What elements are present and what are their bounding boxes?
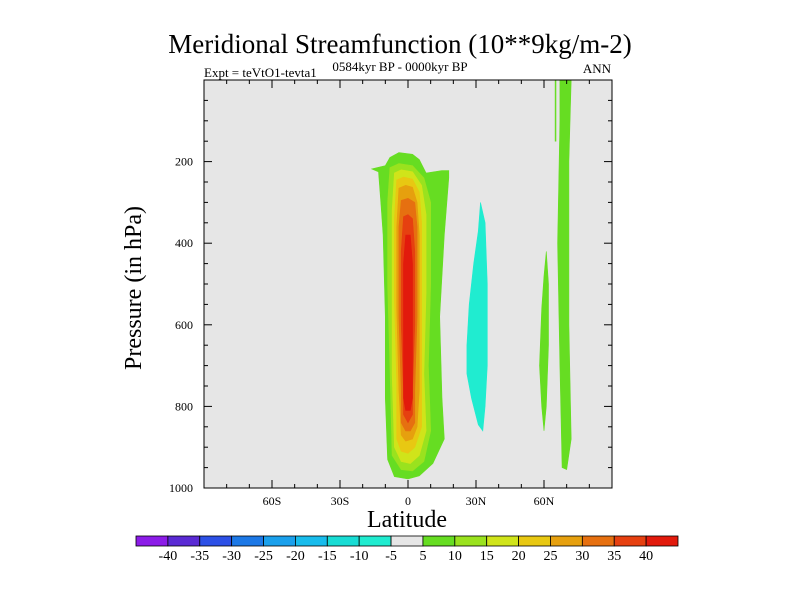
x-tick-label: 30N xyxy=(466,494,487,508)
colorbar-label: -35 xyxy=(190,549,209,564)
colorbar-label: 30 xyxy=(575,549,589,564)
y-axis-label: Pressure (in hPa) xyxy=(121,206,147,370)
colorbar-label: -20 xyxy=(286,549,305,564)
colorbar-box xyxy=(454,535,488,547)
colorbar-box xyxy=(613,535,647,547)
colorbar-label: -40 xyxy=(159,549,178,564)
y-tick-label: 200 xyxy=(175,155,193,169)
subtitle-right: ANN xyxy=(583,61,612,76)
colorbar-box xyxy=(550,535,583,547)
x-tick-label: 60N xyxy=(534,494,555,508)
colorbar-box xyxy=(358,535,392,547)
chart-title: Meridional Streamfunction (10**9kg/m-2) xyxy=(168,29,631,59)
contour-layer xyxy=(370,79,572,480)
colorbar-box xyxy=(518,535,551,547)
colorbar-box xyxy=(199,535,233,547)
colorbar-box xyxy=(422,535,456,547)
colorbar-box xyxy=(263,535,296,547)
colorbar-box xyxy=(167,535,201,547)
colorbar-box xyxy=(231,535,264,547)
colorbar-box xyxy=(390,535,424,547)
colorbar-box xyxy=(486,535,519,547)
colorbar: -40 -35 -30 -25 -20 -15 -10 -5 5 10 15 20 25 30 35 40 xyxy=(135,535,679,564)
colorbar-box xyxy=(135,535,169,547)
colorbar-box xyxy=(581,535,615,547)
x-tick-label: 60S xyxy=(263,494,282,508)
colorbar-label: -30 xyxy=(222,549,241,564)
colorbar-label: 15 xyxy=(480,549,494,564)
colorbar-box xyxy=(645,535,679,547)
colorbar-label: 40 xyxy=(639,549,653,564)
y-tick-label: 1000 xyxy=(169,481,193,495)
colorbar-label: -5 xyxy=(385,549,397,564)
positive-sliver-60n-level-5 xyxy=(539,251,549,431)
negative-cell-30n-level-neg5 xyxy=(466,202,488,432)
x-tick-label: 30S xyxy=(331,494,350,508)
x-axis-ticks: 60S 30S 0 30N 60N xyxy=(203,80,613,508)
colorbar-label: -25 xyxy=(254,549,273,564)
x-axis-label: Latitude xyxy=(367,507,447,533)
colorbar-label: 5 xyxy=(419,549,426,564)
colorbar-label: -15 xyxy=(318,549,337,564)
colorbar-box xyxy=(326,535,360,547)
colorbar-label: 10 xyxy=(448,549,462,564)
y-tick-label: 800 xyxy=(175,399,193,413)
colorbar-label: 25 xyxy=(543,549,557,564)
positive-strip-70n-level-5 xyxy=(557,79,572,471)
thin-line-65n-level-5 xyxy=(554,79,557,142)
main-positive-cell-level-40 xyxy=(403,234,413,411)
colorbar-label: 20 xyxy=(512,549,526,564)
y-tick-label: 600 xyxy=(175,318,193,332)
colorbar-box xyxy=(295,535,328,547)
y-tick-label: 400 xyxy=(175,236,193,250)
y-axis-ticks: 200 400 600 800 1000 xyxy=(169,79,612,495)
x-tick-label: 0 xyxy=(405,494,411,508)
colorbar-label: 35 xyxy=(607,549,621,564)
subtitle-left: Expt = teVtO1-tevta1 xyxy=(204,65,317,80)
subtitle-center: 0584kyr BP - 0000kyr BP xyxy=(332,59,467,74)
colorbar-label: -10 xyxy=(350,549,369,564)
